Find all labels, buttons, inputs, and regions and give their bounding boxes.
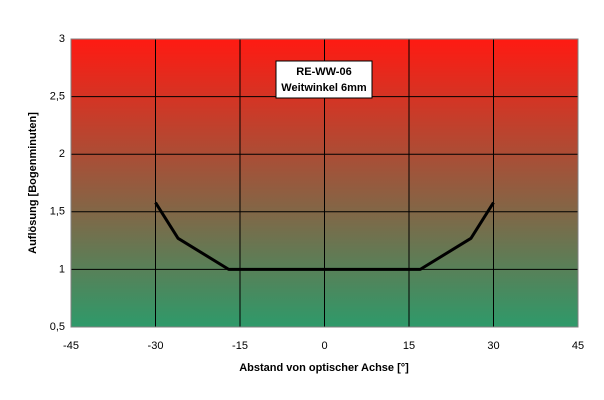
y-tick-label: 1,5 [50,206,65,218]
y-tick-label: 0,5 [50,321,65,333]
x-tick-label: -45 [63,340,79,352]
x-tick-label: 0 [321,340,327,352]
x-axis-label: Abstand von optischer Achse [°] [239,362,409,374]
x-tick-label: 45 [572,340,584,352]
x-tick-label: 15 [403,340,415,352]
chart-title: RE-WW-06 [296,66,351,78]
chart-subtitle: Weitwinkel 6mm [281,82,367,94]
x-tick-label: -15 [232,340,248,352]
y-axis-label: Auflösung [Bogenminuten] [27,112,39,254]
data-line [154,201,495,271]
y-tick-label: 3 [59,33,65,45]
plot-border [70,38,579,328]
y-tick-label: 2,5 [50,91,65,103]
y-tick-label: 1 [59,263,65,275]
title-box [275,60,373,99]
x-tick-label: -30 [148,340,164,352]
x-tick-label: 30 [487,340,499,352]
y-tick-label: 2 [59,148,65,160]
